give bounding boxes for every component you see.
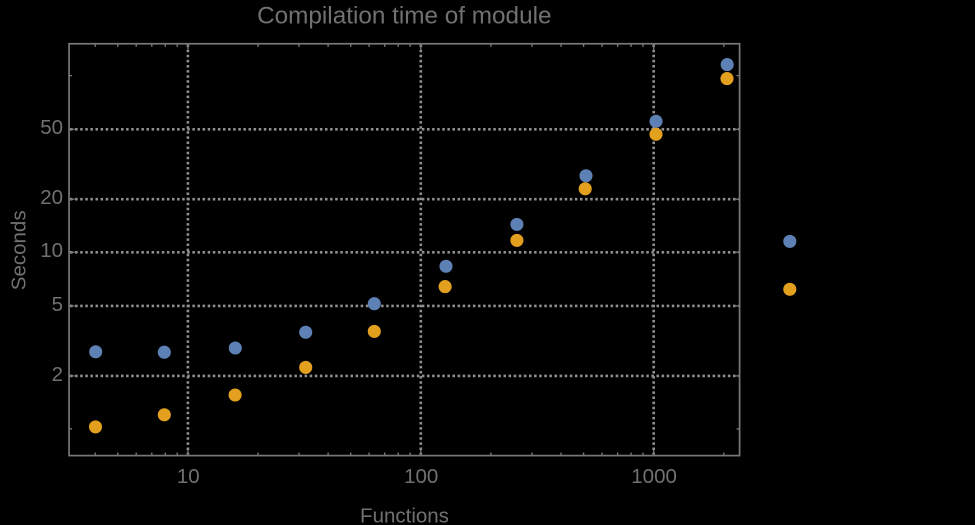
svg-text:Seconds: Seconds [7,210,30,290]
svg-text:5: 5 [52,293,63,316]
svg-text:Functions: Functions [360,505,449,525]
svg-text:50: 50 [40,116,63,139]
svg-text:1000: 1000 [631,465,677,488]
svg-text:20: 20 [40,186,63,209]
svg-text:100: 100 [404,465,438,488]
svg-text:Compilation time of module: Compilation time of module [257,2,551,29]
svg-text:10: 10 [177,465,200,488]
svg-text:2: 2 [52,363,63,386]
svg-text:10: 10 [40,239,63,262]
